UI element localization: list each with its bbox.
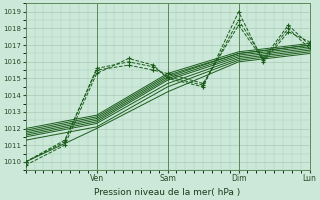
X-axis label: Pression niveau de la mer( hPa ): Pression niveau de la mer( hPa ) — [94, 188, 241, 197]
